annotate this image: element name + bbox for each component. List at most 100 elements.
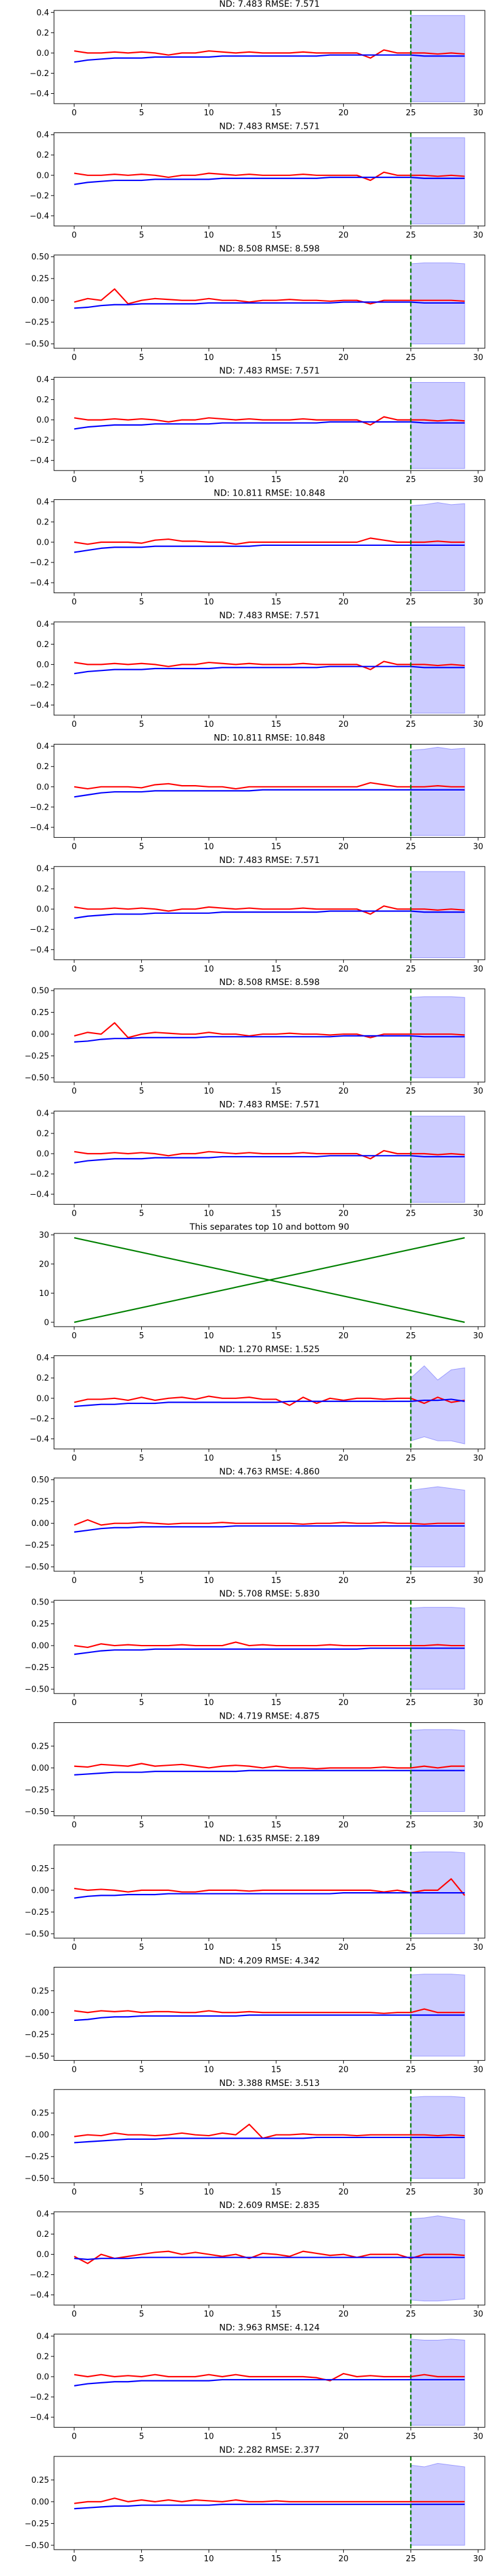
series-line-secondary xyxy=(74,1769,465,1776)
y-tick-label: 0.50 xyxy=(31,987,49,996)
y-tick-label: 0.4 xyxy=(36,865,49,874)
x-tick-label: 15 xyxy=(271,1087,282,1096)
x-tick-label: 30 xyxy=(473,231,484,240)
series-line-secondary xyxy=(74,2136,465,2144)
y-tick-label: −0.4 xyxy=(29,579,49,588)
x-tick-label: 25 xyxy=(406,1209,416,1219)
x-tick-label: 10 xyxy=(204,2555,214,2564)
x-tick-label: 20 xyxy=(338,2065,349,2074)
x-tick-label: 10 xyxy=(204,1576,214,1585)
y-tick-label: 0.2 xyxy=(36,640,49,650)
x-tick-label: 30 xyxy=(473,1332,484,1341)
x-tick-label: 25 xyxy=(406,1821,416,1830)
x-tick-label: 25 xyxy=(406,1332,416,1341)
x-tick-label: 25 xyxy=(406,598,416,607)
x-tick-label: 25 xyxy=(406,720,416,729)
x-tick-label: 10 xyxy=(204,720,214,729)
chart-title: ND: 8.508 RMSE: 8.598 xyxy=(219,244,320,254)
chart-title: ND: 10.811 RMSE: 10.848 xyxy=(214,733,325,743)
x-tick-label: 5 xyxy=(139,2432,144,2442)
y-tick-label: −0.50 xyxy=(25,340,49,349)
axes-frame xyxy=(53,621,485,716)
y-tick-label: −0.2 xyxy=(29,803,49,812)
y-tick-label: 0.2 xyxy=(36,29,49,38)
x-tick-label: 25 xyxy=(406,1698,416,1708)
x-tick-label: 10 xyxy=(204,2188,214,2197)
x-tick-label: 0 xyxy=(72,1821,77,1830)
chart-title: ND: 2.282 RMSE: 2.377 xyxy=(219,2445,320,2455)
series-line-secondary xyxy=(74,54,465,63)
uncertainty-band xyxy=(410,137,465,224)
chart-panel: ND: 1.270 RMSE: 1.525 0.4 0.2 0.0 −0.2 −0.4 0 5… xyxy=(29,1344,485,1463)
series-line-secondary xyxy=(74,301,465,309)
y-tick-label: −0.4 xyxy=(29,1435,49,1444)
series-line-primary xyxy=(74,288,465,305)
x-tick-label: 20 xyxy=(338,1576,349,1585)
uncertainty-band xyxy=(410,2339,465,2426)
y-tick-label: −0.50 xyxy=(25,1807,49,1817)
x-tick-label: 5 xyxy=(139,1209,144,1219)
y-tick-label: −0.2 xyxy=(29,681,49,690)
x-tick-label: 30 xyxy=(473,2555,484,2564)
axes-frame xyxy=(53,1600,485,1694)
y-tick-label: 0.00 xyxy=(31,1519,49,1528)
chart-title: ND: 4.763 RMSE: 4.860 xyxy=(219,1467,320,1477)
y-tick-label: 0.00 xyxy=(31,1886,49,1895)
series-line-secondary xyxy=(74,1155,465,1163)
y-tick-label: 0.25 xyxy=(31,1008,49,1018)
x-tick-label: 10 xyxy=(204,353,214,362)
series-line-secondary xyxy=(74,1035,465,1043)
axes-frame xyxy=(53,988,485,1083)
y-tick-label: 0.50 xyxy=(31,1598,49,1608)
x-tick-label: 15 xyxy=(271,2310,282,2319)
x-tick-label: 15 xyxy=(271,1454,282,1463)
chart-title: ND: 7.483 RMSE: 7.571 xyxy=(219,856,320,865)
y-tick-label: 0.25 xyxy=(31,1987,49,1996)
x-tick-label: 20 xyxy=(338,1698,349,1708)
chart-title: ND: 7.483 RMSE: 7.571 xyxy=(219,611,320,621)
x-tick-label: 15 xyxy=(271,2065,282,2074)
y-tick-label: 30 xyxy=(39,1231,49,1240)
y-tick-label: −0.4 xyxy=(29,2413,49,2423)
series-line-primary xyxy=(74,2372,465,2382)
y-tick-label: 0.00 xyxy=(31,1764,49,1773)
chart-title: ND: 7.483 RMSE: 7.571 xyxy=(219,121,320,131)
chart-panel: ND: 5.708 RMSE: 5.830 0.50 0.25 0.00 −0.25 −0… xyxy=(25,1589,485,1708)
x-tick-label: 20 xyxy=(338,1943,349,1952)
axes-frame xyxy=(53,2456,485,2550)
y-tick-label: 0.4 xyxy=(36,620,49,629)
axes-frame xyxy=(53,1111,485,1205)
x-tick-label: 0 xyxy=(72,231,77,240)
x-tick-label: 10 xyxy=(204,2310,214,2319)
x-tick-label: 25 xyxy=(406,842,416,851)
x-tick-label: 20 xyxy=(338,1209,349,1219)
x-tick-label: 5 xyxy=(139,475,144,485)
axes-frame xyxy=(53,2089,485,2183)
y-tick-label: 0.2 xyxy=(36,396,49,405)
series-line-primary xyxy=(74,1763,465,1769)
x-tick-label: 10 xyxy=(204,109,214,118)
x-tick-label: 15 xyxy=(271,2432,282,2442)
x-tick-label: 30 xyxy=(473,2432,484,2442)
x-tick-label: 15 xyxy=(271,598,282,607)
uncertainty-band xyxy=(410,746,465,836)
x-tick-label: 10 xyxy=(204,475,214,485)
chart-panel: ND: 7.483 RMSE: 7.571 0.4 0.2 0.0 −0.2 −0.4 0 5… xyxy=(29,121,485,240)
x-tick-label: 5 xyxy=(139,1576,144,1585)
x-tick-label: 5 xyxy=(139,965,144,974)
x-tick-label: 15 xyxy=(271,1332,282,1341)
axes-frame xyxy=(53,1722,485,1817)
x-tick-label: 5 xyxy=(139,842,144,851)
chart-title: ND: 7.483 RMSE: 7.571 xyxy=(219,0,320,9)
y-tick-label: −0.2 xyxy=(29,191,49,201)
y-tick-label: 0.0 xyxy=(36,783,49,792)
x-tick-label: 5 xyxy=(139,231,144,240)
x-tick-label: 30 xyxy=(473,353,484,362)
x-tick-label: 30 xyxy=(473,842,484,851)
axes-frame xyxy=(53,743,485,838)
x-tick-label: 5 xyxy=(139,109,144,118)
chart-title: ND: 3.963 RMSE: 4.124 xyxy=(219,2323,320,2333)
x-tick-label: 10 xyxy=(204,842,214,851)
x-tick-label: 5 xyxy=(139,720,144,729)
